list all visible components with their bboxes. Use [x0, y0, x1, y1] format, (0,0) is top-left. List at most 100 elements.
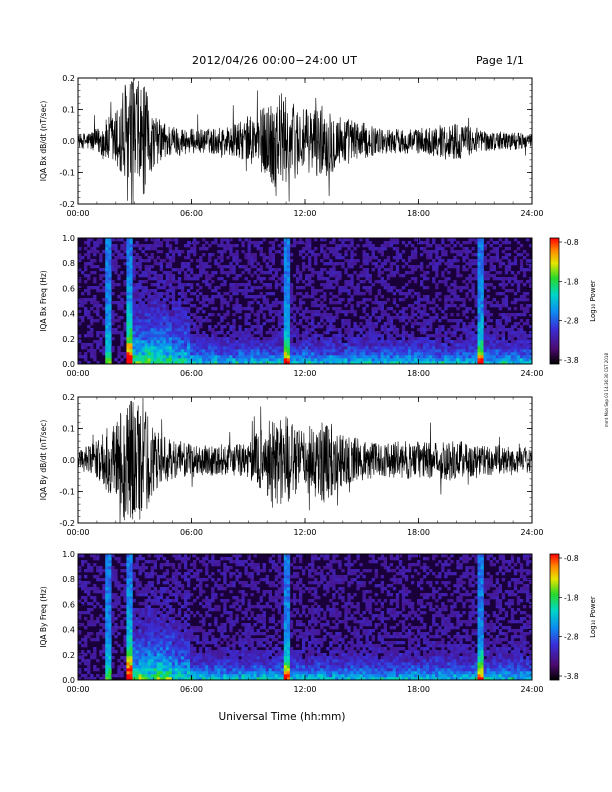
spectrogram-cell: [510, 271, 515, 275]
spectrogram-cell: [350, 328, 354, 332]
spectrogram-cell: [311, 280, 315, 284]
spectrogram-cell: [477, 298, 481, 302]
spectrogram-cell: [274, 310, 279, 314]
spectrogram-cell: [193, 313, 197, 317]
spectrogram-cell: [208, 274, 212, 278]
spectrogram-cell: [96, 659, 100, 663]
spectrogram-cell: [519, 346, 524, 350]
spectrogram-cell: [162, 286, 167, 290]
spectrogram-cell: [398, 352, 403, 356]
spectrogram-cell: [156, 340, 161, 344]
spectrogram-cell: [498, 358, 503, 362]
spectrogram-cell: [265, 292, 269, 296]
spectrogram-cell: [244, 349, 248, 353]
spectrogram-cell: [480, 301, 484, 305]
spectrogram-cell: [238, 238, 242, 242]
spectrogram-cell: [90, 596, 94, 600]
spectrogram-cell: [474, 241, 478, 245]
spectrogram-cell: [353, 361, 357, 365]
spectrogram-cell: [362, 280, 366, 284]
spectrogram-cell: [114, 259, 118, 263]
spectrogram-cell: [220, 316, 224, 320]
spectrogram-cell: [510, 343, 515, 347]
spectrogram-cell: [232, 340, 236, 344]
spectrogram-cell: [256, 247, 260, 251]
spectrogram-cell: [268, 313, 273, 317]
spectrogram-cell: [244, 343, 248, 347]
spectrogram-cell: [171, 253, 176, 257]
spectrogram-cell: [480, 334, 484, 338]
spectrogram-cell: [177, 307, 182, 311]
spectrogram-cell: [444, 253, 448, 257]
spectrogram-cell: [323, 283, 327, 287]
spectrogram-cell: [126, 331, 130, 335]
spectrogram-cell: [283, 271, 288, 275]
spectrogram-cell: [93, 352, 97, 356]
spectrogram-cell: [120, 307, 124, 311]
spectrogram-cell: [214, 307, 218, 311]
spectrogram-cell: [262, 337, 266, 341]
spectrogram-cell: [138, 566, 142, 570]
spectrogram-cell: [329, 346, 333, 350]
spectrogram-cell: [504, 319, 509, 323]
spectrogram-cell: [250, 349, 254, 353]
spectrogram-cell: [362, 349, 366, 353]
spectrogram-cell: [183, 298, 188, 302]
spectrogram-cell: [407, 241, 412, 245]
spectrogram-cell: [528, 355, 533, 359]
spectrogram-cell: [129, 572, 133, 576]
spectrogram-cell: [407, 361, 412, 365]
spectrogram-cell: [525, 268, 530, 272]
spectrogram-cell: [350, 244, 354, 248]
spectrogram-cell: [468, 331, 472, 335]
spectrogram-cell: [265, 271, 269, 275]
spectrogram-cell: [519, 355, 524, 359]
spectrogram-cell: [202, 331, 206, 335]
spectrogram-cell: [144, 265, 148, 269]
spectrogram-cell: [153, 274, 157, 278]
spectrogram-cell: [329, 352, 333, 356]
spectrogram-cell: [332, 328, 336, 332]
spectrogram-cell: [180, 346, 185, 350]
spectrogram-cell: [189, 349, 194, 353]
spectrogram-cell: [398, 253, 403, 257]
spectrogram-cell: [477, 274, 481, 278]
spectrogram-cell: [232, 334, 236, 338]
spectrogram-cell: [286, 298, 291, 302]
spectrogram-cell: [123, 617, 127, 621]
spectrogram-cell: [202, 238, 206, 242]
spectrogram-cell: [292, 241, 297, 245]
spectrogram-cell: [407, 349, 412, 353]
spectrogram-cell: [280, 361, 285, 365]
spectrogram-cell: [438, 325, 442, 329]
spectrogram-cell: [144, 325, 148, 329]
spectrogram-cell: [135, 304, 139, 308]
spectrogram-cell: [447, 346, 451, 350]
spectrogram-cell: [277, 340, 282, 344]
spectrogram-cell: [120, 253, 124, 257]
spectrogram-cell: [423, 358, 427, 362]
spectrogram-cell: [280, 310, 285, 314]
spectrogram-cell: [335, 328, 339, 332]
spectrogram-cell: [165, 307, 170, 311]
spectrogram-cell: [426, 334, 430, 338]
spectrogram-cell: [105, 244, 109, 248]
spectrogram-cell: [165, 277, 170, 281]
spectrogram-cell: [483, 247, 487, 251]
spectrogram-cell: [401, 361, 406, 365]
spectrogram-cell: [105, 602, 109, 606]
spectrogram-cell: [180, 268, 185, 272]
spectrogram-cell: [392, 271, 397, 275]
spectrogram-cell: [81, 292, 85, 296]
spectrogram-cell: [513, 349, 518, 353]
spectrogram-cell: [135, 566, 139, 570]
spectrogram-cell: [395, 361, 400, 365]
spectrogram-cell: [522, 283, 527, 287]
spectrogram-cell: [356, 325, 360, 329]
spectrogram-cell: [120, 358, 124, 362]
spectrogram-cell: [320, 271, 324, 275]
spectrogram-cell: [211, 361, 215, 365]
spectrogram-cell: [217, 358, 221, 362]
spectrogram-cell: [480, 316, 484, 320]
spectrogram-cell: [395, 238, 400, 242]
